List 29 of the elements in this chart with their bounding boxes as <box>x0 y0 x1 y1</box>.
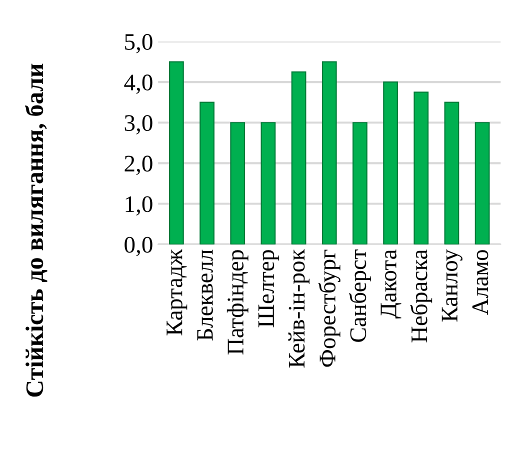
bar <box>169 61 184 244</box>
x-tick-label: Аламо <box>472 250 488 316</box>
x-tick-label: Форестбург <box>318 250 340 367</box>
y-tick-label: 3,0 <box>124 115 152 134</box>
x-tick-label: Дакота <box>380 250 402 318</box>
bar <box>200 102 214 244</box>
x-tick-label: Санберст <box>348 250 371 342</box>
y-tick-label: 4,0 <box>124 74 152 94</box>
bar <box>444 102 460 244</box>
bar <box>230 122 246 244</box>
bar <box>352 122 368 244</box>
x-tick-label: Канлоу <box>442 249 462 322</box>
y-tick-label: 5,0 <box>125 34 152 54</box>
x-tick-label: Кейв-ін-рок <box>288 249 310 368</box>
x-tick-label: Небраска <box>410 250 432 342</box>
y-tick-label: 0,0 <box>124 236 152 256</box>
x-tick-label: Картадж <box>166 249 188 336</box>
bar <box>291 71 306 244</box>
bar <box>383 82 398 244</box>
y-tick-label: 2,0 <box>124 156 152 176</box>
x-tick-label: Патфіндер <box>226 250 248 355</box>
bar <box>414 92 429 244</box>
x-tick-label: Шелтер <box>258 250 279 328</box>
bar <box>260 122 276 244</box>
bar <box>474 122 490 244</box>
x-tick-label: Блеквелл <box>197 250 213 341</box>
bar <box>322 61 337 244</box>
y-tick-label: 1,0 <box>126 196 152 216</box>
y-axis-title: Стійкість до вилягання, бали <box>25 64 48 397</box>
